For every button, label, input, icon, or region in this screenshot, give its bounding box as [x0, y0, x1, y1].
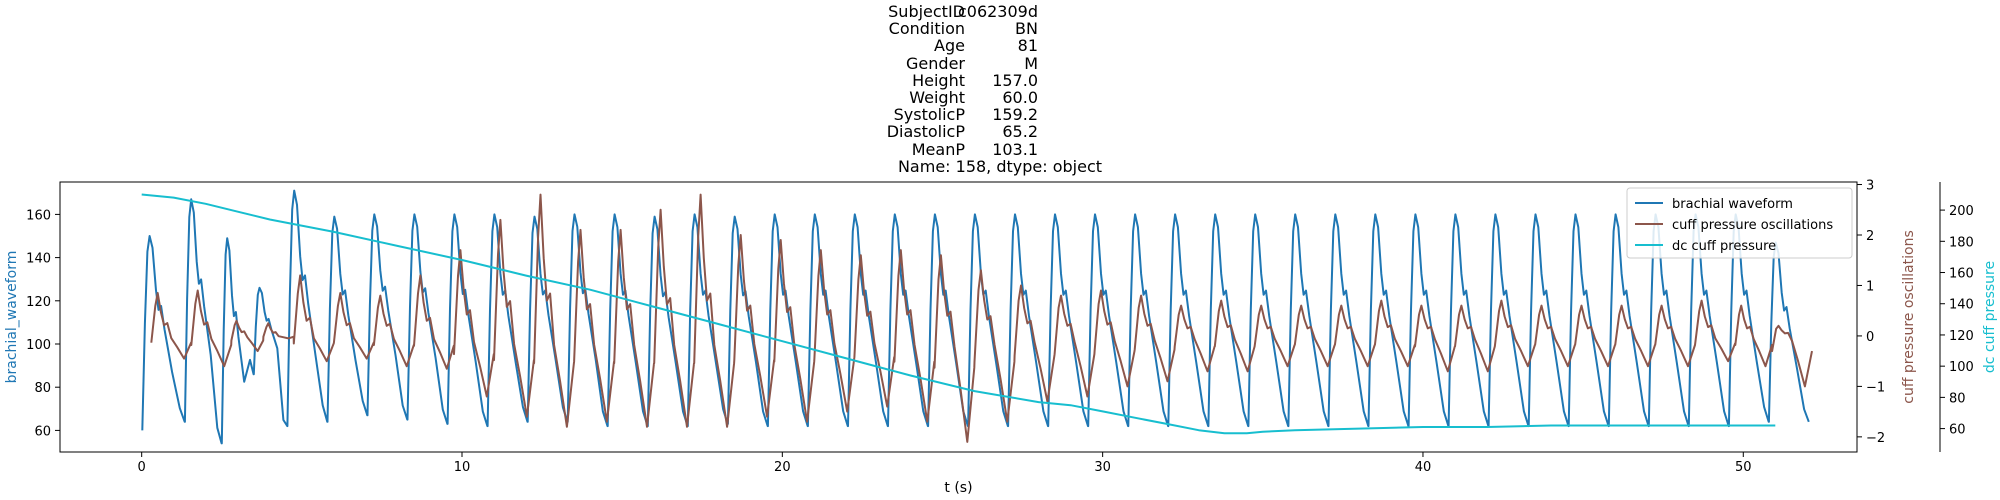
- x-axis-label: t (s): [944, 480, 972, 496]
- title-row-weight: Weight 60.0: [0, 88, 2000, 107]
- legend-label: dc cuff pressure: [1672, 239, 1776, 254]
- title-key: DiastolicP: [886, 122, 965, 142]
- title-value: 103.1: [992, 139, 1038, 159]
- title-value: c062309d: [957, 2, 1038, 21]
- x-tick-label: 0: [138, 460, 146, 475]
- title-row-gender: Gender M: [0, 53, 2000, 73]
- x-tick-label: 50: [1735, 460, 1752, 475]
- y-right-tick-label: 3: [1866, 179, 1874, 194]
- title-row-subjectid: SubjectID c062309d: [0, 2, 2000, 21]
- y-right2-tick-label: 180: [1949, 235, 1974, 250]
- legend-label: cuff pressure oscillations: [1672, 218, 1833, 233]
- y-right-tick-label: 1: [1866, 279, 1874, 294]
- y-axis-left-label: brachial_waveform: [4, 251, 20, 384]
- y-axis-right-label: cuff pressure oscillations: [1901, 230, 1917, 404]
- legend: brachial waveform cuff pressure oscillati…: [1626, 187, 1853, 259]
- title-row-meanp: MeanP 103.1: [0, 139, 2000, 159]
- title-value: 81: [1017, 36, 1038, 56]
- y-right2-tick-label: 100: [1949, 360, 1974, 375]
- title-value: 157.0: [992, 70, 1038, 90]
- title-row-height: Height 157.0: [0, 70, 2000, 90]
- y-right-tick-label: −2: [1866, 431, 1885, 446]
- series-cuff-pressure-oscillations: [150, 193, 1813, 443]
- x-tick-label: 20: [774, 460, 791, 475]
- series-brachial-waveform: [141, 189, 1810, 445]
- y-right-tick-label: −1: [1866, 380, 1885, 395]
- title-key: MeanP: [911, 139, 965, 159]
- title-row-systolicp: SystolicP 159.2: [0, 105, 2000, 125]
- plot-series: [141, 189, 1813, 445]
- title-key: SubjectID: [888, 2, 965, 21]
- y-right-tick-label: 0: [1866, 330, 1874, 345]
- title-value: 65.2: [1002, 122, 1038, 142]
- title-value: 159.2: [992, 105, 1038, 125]
- y-axis-right: −2 −1 0 1 2 3: [1857, 179, 1885, 446]
- y-right2-tick-label: 120: [1949, 329, 1974, 344]
- title-key: SystolicP: [893, 105, 965, 125]
- plot-frame: [59, 181, 1858, 453]
- x-axis: 0 10 20 30 40 50: [138, 452, 1752, 475]
- y-right2-tick-label: 160: [1949, 267, 1974, 282]
- x-tick-label: 40: [1415, 460, 1432, 475]
- y-right2-tick-label: 60: [1949, 423, 1966, 438]
- title-row-condition: Condition BN: [0, 19, 2000, 39]
- series-dc-cuff-pressure: [141, 193, 1776, 435]
- y-left-tick-label: 160: [26, 208, 51, 223]
- y-left-tick-label: 100: [26, 338, 51, 353]
- title-key: Condition: [888, 19, 965, 39]
- title-key: Weight: [909, 88, 965, 107]
- title-value: M: [1024, 53, 1038, 73]
- title-row-diastolicp: DiastolicP 65.2: [0, 122, 2000, 142]
- y-left-tick-label: 80: [34, 381, 51, 396]
- y-axis-left: 60 80 100 120 140 160: [26, 208, 60, 439]
- title-key: Gender: [906, 53, 965, 73]
- title-row-age: Age 81: [0, 36, 2000, 56]
- title-footer: Name: 158, dtype: object: [897, 156, 1103, 176]
- x-tick-label: 10: [454, 460, 471, 475]
- legend-label: brachial waveform: [1672, 197, 1793, 212]
- legend-box: [1626, 187, 1853, 259]
- y-left-tick-label: 60: [34, 424, 51, 439]
- y-right2-tick-label: 200: [1949, 204, 1974, 219]
- title-key: Height: [912, 70, 965, 90]
- y-right2-tick-label: 140: [1949, 298, 1974, 313]
- y-left-tick-label: 140: [26, 252, 51, 267]
- y-axis-right2-label: dc cuff pressure: [1982, 261, 1998, 373]
- title-value: BN: [1015, 19, 1038, 39]
- x-tick-label: 30: [1094, 460, 1111, 475]
- y-axis-right2: 60 80 100 120 140 160 180 200: [1940, 204, 1974, 438]
- y-left-tick-label: 120: [26, 295, 51, 310]
- y-right-tick-label: 2: [1866, 229, 1874, 244]
- title-key: Age: [934, 36, 965, 56]
- y-right2-tick-label: 80: [1949, 391, 1966, 406]
- title-value: 60.0: [1002, 88, 1038, 107]
